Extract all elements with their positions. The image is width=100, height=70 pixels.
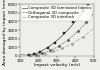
Point [63, 33, 65, 34]
Composite 3D laminated fabrics [44, 49, 45, 50]
Legend: Composite 3D laminated fabrics, Orthogonal 3D composite, Composite 3D interlock: Composite 3D laminated fabrics, Orthogon… [21, 5, 92, 21]
X-axis label: Impact velocity (m/s): Impact velocity (m/s) [34, 63, 80, 67]
Composite 3D interlock [73, 42, 74, 43]
Composite 3D interlock [44, 53, 45, 54]
Point [41, 52, 43, 54]
Point [77, 30, 79, 31]
Point [58, 46, 60, 47]
Point [29, 55, 30, 56]
Composite 3D laminated fabrics [49, 46, 50, 47]
Point [33, 53, 35, 55]
Composite 3D interlock [93, 28, 94, 29]
Point [85, 22, 87, 23]
Point [82, 11, 83, 12]
Orthogonal 3D composite [20, 54, 21, 55]
Orthogonal 3D composite [73, 35, 74, 36]
Point [37, 54, 38, 55]
Y-axis label: Area damaged by impact (mm²): Area damaged by impact (mm²) [3, 0, 7, 65]
Point [50, 50, 51, 51]
Point [73, 22, 74, 23]
Composite 3D interlock [28, 55, 30, 56]
Point [72, 43, 73, 44]
Point [44, 53, 46, 54]
Composite 3D laminated fabrics [28, 55, 30, 56]
Composite 3D interlock [30, 55, 31, 56]
Composite 3D interlock [73, 42, 74, 43]
Point [54, 42, 56, 43]
Composite 3D laminated fabrics [73, 23, 74, 24]
Point [67, 40, 69, 41]
Line: Orthogonal 3D composite: Orthogonal 3D composite [20, 13, 94, 55]
Point [35, 54, 37, 55]
Orthogonal 3D composite [93, 13, 94, 14]
Point [30, 55, 31, 56]
Line: Composite 3D interlock: Composite 3D interlock [20, 29, 94, 55]
Point [40, 51, 41, 52]
Composite 3D interlock [49, 52, 50, 53]
Composite 3D laminated fabrics [66, 31, 67, 32]
Point [52, 51, 54, 52]
Point [47, 47, 48, 49]
Point [30, 55, 32, 56]
Orthogonal 3D composite [49, 50, 50, 51]
Line: Composite 3D laminated fabrics: Composite 3D laminated fabrics [20, 0, 94, 57]
Composite 3D interlock [20, 54, 21, 55]
Point [82, 36, 83, 37]
Orthogonal 3D composite [44, 52, 45, 53]
Composite 3D interlock [66, 46, 67, 47]
Point [87, 5, 89, 6]
Point [62, 48, 63, 49]
